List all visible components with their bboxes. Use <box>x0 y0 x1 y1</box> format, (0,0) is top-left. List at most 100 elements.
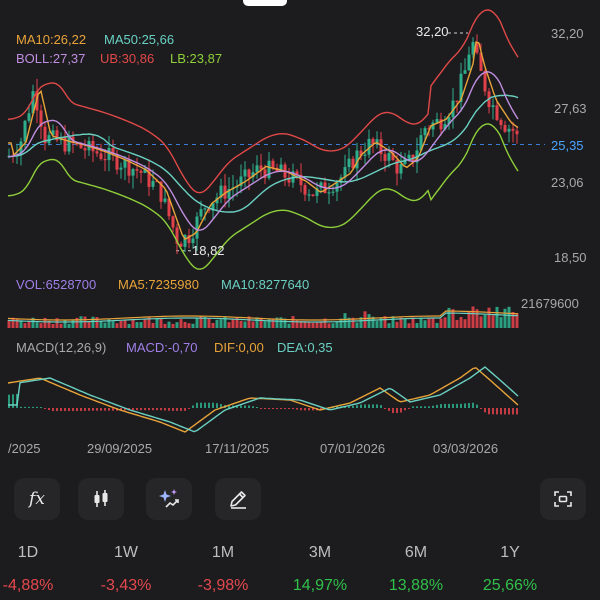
candle-body <box>391 153 395 160</box>
macd-histogram-bar <box>292 408 294 409</box>
volume-bar <box>383 316 387 328</box>
volume-bar <box>155 318 159 328</box>
volume-bar <box>287 323 291 328</box>
macd-histogram-bar <box>196 402 198 408</box>
volume-bar <box>95 317 99 328</box>
volume-bar <box>331 323 335 328</box>
volume-bar <box>191 323 195 328</box>
stock-chart[interactable] <box>0 0 600 470</box>
macd-histogram-bar <box>20 406 22 408</box>
function-fx-button[interactable]: fx <box>14 478 60 520</box>
volume-bar <box>483 314 487 328</box>
top-drag-handle[interactable] <box>243 0 287 6</box>
draw-tool-button[interactable] <box>215 478 261 520</box>
volume-bar <box>343 313 347 328</box>
macd-histogram-bar <box>268 408 270 409</box>
date-label: 17/11/2025 <box>205 441 270 456</box>
volume-bar <box>367 314 371 328</box>
candle-body <box>147 168 151 187</box>
macd-histogram-bar <box>308 408 310 411</box>
macd-histogram-bar <box>256 407 258 408</box>
period-label: 1M <box>211 544 235 561</box>
period-1d[interactable]: 1D -4,88% <box>0 540 73 595</box>
current-price-tag: 25,35 <box>551 138 584 153</box>
volume-bar <box>459 316 463 328</box>
period-1w[interactable]: 1W -3,43% <box>81 540 171 595</box>
candle-body <box>99 153 103 160</box>
period-1m[interactable]: 1M -3,98% <box>178 540 268 595</box>
candle-body <box>419 135 423 151</box>
macd-histogram-bar <box>212 402 214 408</box>
volume-bar <box>363 311 367 328</box>
volume-bar <box>19 320 23 328</box>
volume-bar <box>215 319 219 328</box>
volume-bar <box>183 321 187 328</box>
macd-histogram-bar <box>244 405 246 408</box>
date-label: 07/01/2026 <box>320 441 386 456</box>
volume-bar <box>63 320 67 328</box>
legend-boll: BOLL:27,37 <box>16 51 86 66</box>
volume-bar <box>471 306 475 328</box>
volume-bar <box>119 320 123 328</box>
macd-histogram-bar <box>152 408 154 411</box>
macd-histogram-bar <box>484 408 486 413</box>
candle-body <box>167 198 171 217</box>
pencil-draw-icon <box>230 491 246 509</box>
macd-histogram-bar <box>496 408 498 415</box>
legend-ma10: MA10:26,22 <box>16 32 87 47</box>
volume-bar <box>227 322 231 328</box>
macd-histogram-bar <box>144 408 146 411</box>
candle-body <box>143 168 147 173</box>
candle-body <box>95 151 99 154</box>
period-1y[interactable]: 1Y 25,66% <box>465 540 555 595</box>
candle-body <box>75 143 79 145</box>
volume-bar <box>463 319 467 328</box>
macd-histogram-bar <box>296 408 298 410</box>
macd-histogram-bar <box>208 402 210 408</box>
candle-body <box>211 203 215 211</box>
volume-bar <box>7 320 11 328</box>
volume-bar <box>59 323 63 328</box>
candle-body <box>199 209 203 217</box>
macd-histogram-bar <box>400 408 402 413</box>
candle-body <box>347 158 351 168</box>
candle-body <box>139 170 143 173</box>
macd-histogram-bar <box>136 408 138 411</box>
volume-bar <box>223 316 227 328</box>
volume-bar <box>499 317 503 328</box>
volume-bar <box>351 317 355 328</box>
ma10-line <box>8 41 519 241</box>
period-3m[interactable]: 3M 14,97% <box>275 540 365 595</box>
macd-histogram-bar <box>508 408 510 415</box>
candle-body <box>375 139 379 144</box>
macd-histogram-bar <box>364 404 366 408</box>
volume-bar <box>475 309 479 328</box>
macd-histogram-bar <box>376 404 378 408</box>
candlestick-button[interactable] <box>78 478 124 520</box>
candle-body <box>355 150 359 169</box>
volume-bar <box>335 321 339 328</box>
volume-bar <box>35 322 39 328</box>
volume-bar <box>371 316 375 328</box>
volume-bar <box>491 315 495 328</box>
macd-histogram-bar <box>428 406 430 408</box>
candle-body <box>459 73 463 102</box>
macd-histogram-bar <box>84 408 86 411</box>
price-tick-3: 23,06 <box>551 175 584 190</box>
ai-sparkle-icon <box>159 489 179 508</box>
macd-histogram-bar <box>252 406 254 408</box>
period-label: 1Y <box>500 544 520 561</box>
volume-bar <box>171 323 175 328</box>
candle-body <box>47 135 51 144</box>
screenshot-capture-icon <box>554 491 572 507</box>
volume-bar <box>427 318 431 328</box>
volume-bar <box>131 319 135 328</box>
macd-histogram-bar <box>388 408 390 411</box>
ai-sparkle-button[interactable] <box>146 478 192 520</box>
screenshot-button[interactable] <box>540 478 586 520</box>
candle-body <box>175 227 179 244</box>
macd-histogram-bar <box>176 408 178 411</box>
macd-histogram-bar <box>424 406 426 408</box>
period-6m[interactable]: 6M 13,88% <box>371 540 461 595</box>
candle-body <box>239 176 243 187</box>
